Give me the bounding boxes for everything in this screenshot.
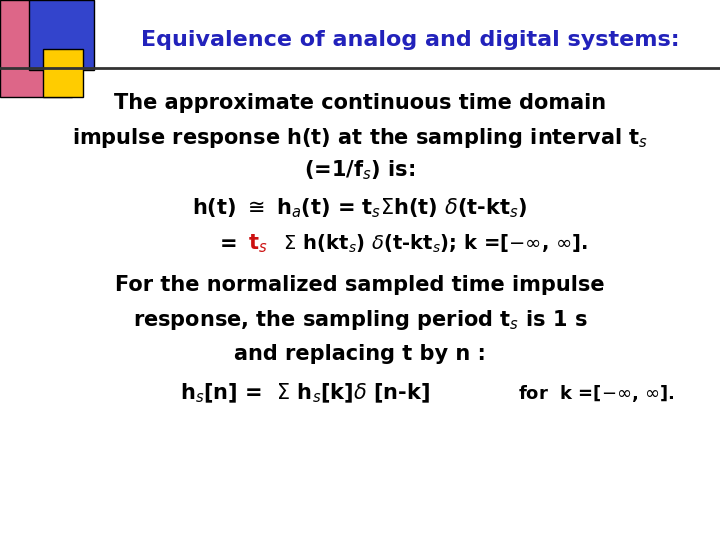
Text: $\Sigma$ h(kt$_s$) $\delta$(t-kt$_s$); k =[$-\infty$, $\infty$].: $\Sigma$ h(kt$_s$) $\delta$(t-kt$_s$); k… xyxy=(277,233,588,255)
Text: For the normalized sampled time impulse: For the normalized sampled time impulse xyxy=(115,275,605,295)
Text: t$_s$: t$_s$ xyxy=(248,233,268,255)
FancyBboxPatch shape xyxy=(29,0,94,70)
Text: =: = xyxy=(220,234,245,254)
FancyBboxPatch shape xyxy=(43,49,83,97)
Text: impulse response h(t) at the sampling interval t$_s$: impulse response h(t) at the sampling in… xyxy=(72,126,648,150)
Text: (=1/f$_s$) is:: (=1/f$_s$) is: xyxy=(305,158,415,182)
FancyBboxPatch shape xyxy=(0,0,72,97)
Text: h(t) $\cong$ h$_a$(t) = t$_s$$\Sigma$h(t) $\delta$(t-kt$_s$): h(t) $\cong$ h$_a$(t) = t$_s$$\Sigma$h(t… xyxy=(192,196,528,220)
Text: for  k =[$-\infty$, $\infty$].: for k =[$-\infty$, $\infty$]. xyxy=(518,383,675,403)
Text: and replacing t by n :: and replacing t by n : xyxy=(234,343,486,364)
Text: response, the sampling period t$_s$ is 1 s: response, the sampling period t$_s$ is 1… xyxy=(132,308,588,332)
Text: Equivalence of analog and digital systems:: Equivalence of analog and digital system… xyxy=(141,30,680,51)
Text: The approximate continuous time domain: The approximate continuous time domain xyxy=(114,92,606,113)
Text: h$_s$[n] =  $\Sigma$ h$_s$[k]$\delta$ [n-k]: h$_s$[n] = $\Sigma$ h$_s$[k]$\delta$ [n-… xyxy=(180,381,430,405)
